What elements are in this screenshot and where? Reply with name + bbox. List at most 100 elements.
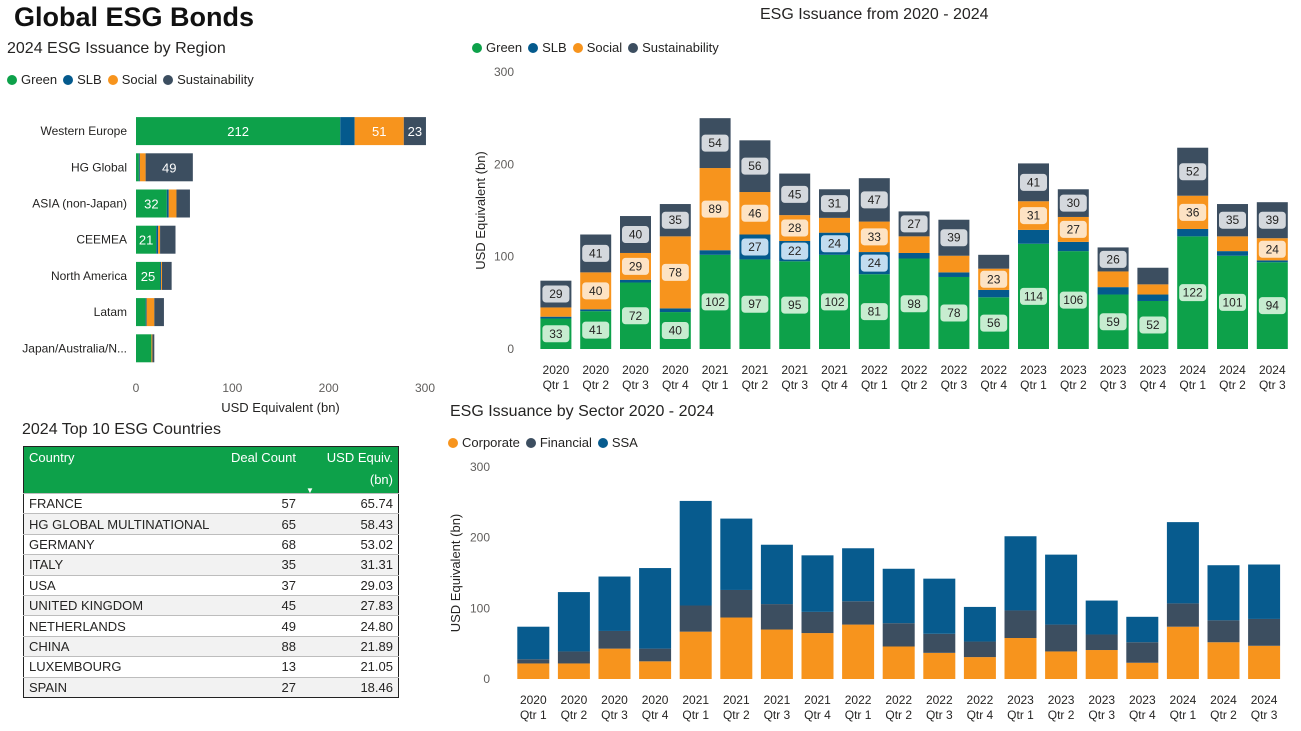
legend-dot-icon — [63, 74, 74, 85]
issuance-chart-legend[interactable]: Green SLB Social Sustainability — [472, 40, 725, 55]
bar-segment-sustainability — [978, 254, 1010, 269]
x-tick-label-quarter: Qtr 2 — [723, 708, 750, 722]
x-tick-label-quarter: Qtr 2 — [901, 378, 928, 392]
table-row[interactable]: USA 37 29.03 — [23, 574, 399, 596]
table-row[interactable]: ITALY 35 31.31 — [23, 554, 399, 576]
bar-segment-ssa — [842, 548, 875, 602]
bar-segment-financial — [679, 605, 712, 632]
legend-item-social[interactable]: Social — [572, 40, 622, 55]
y-tick-label: 300 — [470, 460, 490, 474]
data-label: 21 — [139, 233, 153, 248]
bar-segment-social — [158, 225, 161, 254]
data-label: 32 — [144, 197, 158, 212]
bar-segment-financial — [801, 611, 834, 634]
data-label-box — [939, 303, 969, 323]
legend-item-slb[interactable]: SLB — [63, 72, 102, 87]
column-header-country[interactable]: Country — [23, 446, 219, 494]
table-row[interactable]: CHINA 88 21.89 — [23, 635, 399, 657]
data-label: 26 — [1106, 252, 1120, 266]
data-label: 35 — [669, 213, 683, 227]
x-tick-label-quarter: Qtr 1 — [543, 378, 570, 392]
bar-segment-corporate — [1004, 638, 1037, 679]
region-chart-legend[interactable]: Green SLB Social Sustainability — [7, 72, 260, 87]
table-row[interactable]: GERMANY 68 53.02 — [23, 533, 399, 555]
bar-segment-corporate — [639, 661, 672, 679]
x-tick-label-year: 2020 — [561, 693, 588, 707]
data-label: 24 — [828, 237, 842, 251]
cell-usd-equiv: 27.83 — [301, 594, 399, 616]
bar-segment-slb — [978, 289, 1010, 298]
bar-segment-corporate — [1248, 645, 1281, 679]
x-tick-label-year: 2023 — [1060, 363, 1087, 377]
x-tick-label-quarter: Qtr 1 — [1007, 708, 1034, 722]
x-tick-label-quarter: Qtr 2 — [1060, 378, 1087, 392]
x-tick-label-year: 2023 — [1007, 693, 1034, 707]
table-row[interactable]: SPAIN 27 18.46 — [23, 676, 399, 698]
y-tick-label: 100 — [470, 601, 490, 615]
bar-segment-slb — [166, 189, 169, 218]
column-header-usd-equiv[interactable]: USD Equiv. (bn) ▼ — [301, 446, 399, 495]
table-row[interactable]: HG GLOBAL MULTINATIONAL 65 58.43 — [23, 513, 399, 535]
cell-usd-equiv: 18.46 — [301, 676, 399, 698]
data-label-box — [581, 281, 611, 301]
cell-country: NETHERLANDS — [23, 615, 219, 637]
data-label: 52 — [1186, 165, 1200, 179]
data-label-box — [621, 306, 650, 326]
cell-country: USA — [23, 574, 219, 596]
bar-segment-financial — [598, 630, 631, 649]
table-header-row: Country Deal Count USD Equiv. (bn) ▼ — [23, 446, 399, 495]
bar-segment-slb — [1097, 287, 1129, 295]
sector-chart-legend[interactable]: Corporate Financial SSA — [448, 435, 644, 450]
legend-item-sustainability[interactable]: Sustainability — [163, 72, 254, 87]
bar-segment-green — [136, 225, 157, 254]
bar-segment-social — [819, 217, 850, 233]
bar-segment-corporate — [963, 657, 996, 679]
legend-item-financial[interactable]: Financial — [525, 435, 592, 450]
table-row[interactable]: LUXEMBOURG 13 21.05 — [23, 656, 399, 678]
x-tick-label-quarter: Qtr 3 — [1088, 708, 1115, 722]
cell-deal-count: 27 — [219, 676, 301, 698]
table-row[interactable]: FRANCE 57 65.74 — [23, 492, 399, 514]
x-tick-label-quarter: Qtr 2 — [1219, 378, 1246, 392]
legend-item-ssa[interactable]: SSA — [597, 435, 638, 450]
bar-segment-slb — [1137, 294, 1169, 301]
bar-segment-ssa — [801, 555, 834, 612]
legend-item-sustainability[interactable]: Sustainability — [628, 40, 719, 55]
bar-segment-financial — [1207, 620, 1240, 643]
data-label-box — [859, 227, 889, 247]
legend-item-social[interactable]: Social — [107, 72, 157, 87]
bar-segment-slb — [659, 308, 691, 313]
legend-item-slb[interactable]: SLB — [528, 40, 567, 55]
legend-label: Corporate — [462, 435, 520, 450]
cell-deal-count: 57 — [219, 492, 301, 514]
legend-dot-icon — [472, 42, 482, 53]
category-label: HG Global — [71, 160, 127, 174]
bar-segment-financial — [1248, 618, 1281, 646]
legend-dot-icon — [572, 42, 583, 53]
legend-item-green[interactable]: Green — [472, 40, 522, 55]
table-row[interactable]: UNITED KINGDOM 45 27.83 — [23, 594, 399, 616]
table-row[interactable]: NETHERLANDS 49 24.80 — [23, 615, 399, 637]
legend-item-green[interactable]: Green — [7, 72, 57, 87]
cell-deal-count: 49 — [219, 615, 301, 637]
column-header-deal-count[interactable]: Deal Count — [219, 446, 301, 494]
legend-item-corporate[interactable]: Corporate — [448, 435, 520, 450]
bar-segment-corporate — [842, 624, 875, 679]
bar-segment-social — [354, 117, 404, 146]
data-label-box — [1058, 219, 1088, 239]
data-label-box — [700, 133, 730, 153]
bar-segment-green — [136, 117, 341, 146]
data-label: 122 — [1183, 286, 1203, 300]
bar-segment-ssa — [517, 626, 550, 660]
cell-usd-equiv: 65.74 — [301, 492, 399, 514]
data-label-box — [820, 194, 849, 214]
x-tick-label-year: 2023 — [1088, 693, 1115, 707]
data-label: 72 — [629, 309, 643, 323]
data-label: 41 — [589, 323, 603, 337]
bar-segment-ssa — [720, 518, 753, 590]
y-axis-label: USD Equivalent (bn) — [448, 514, 463, 633]
data-label: 33 — [868, 230, 882, 244]
data-label-box — [780, 295, 810, 315]
x-tick-label-year: 2024 — [1219, 363, 1246, 377]
data-label-box — [541, 284, 571, 304]
